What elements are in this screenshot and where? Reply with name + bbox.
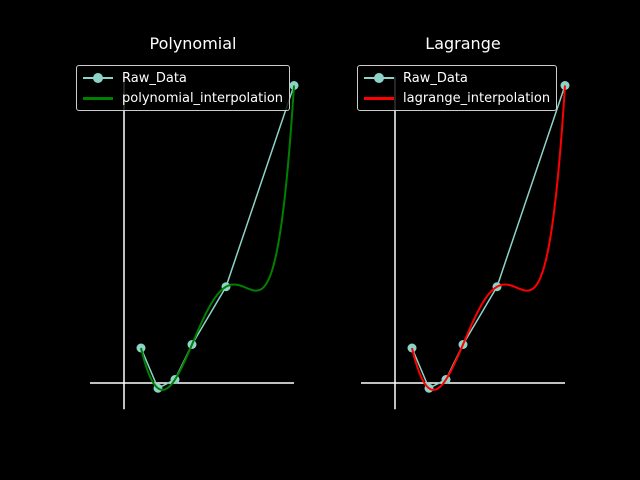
title-lagrange: Lagrange bbox=[425, 34, 501, 53]
legend-label-raw-data-2: Raw_Data bbox=[403, 70, 468, 86]
raw-data-line-0 bbox=[140, 85, 295, 390]
interpolation-curve-0 bbox=[140, 85, 295, 391]
legend-swatch-raw-data-2 bbox=[364, 72, 394, 84]
legend-swatch-lagrange-interpolation bbox=[364, 92, 394, 104]
legend-label-polynomial-interpolation: polynomial_interpolation bbox=[122, 90, 284, 106]
title-polynomial: Polynomial bbox=[149, 34, 237, 53]
legend-label-raw-data: Raw_Data bbox=[122, 70, 187, 86]
legend-swatch-polynomial-interpolation bbox=[83, 92, 113, 104]
legend-label-lagrange-interpolation: lagrange_interpolation bbox=[403, 90, 551, 106]
legend-polynomial: Raw_Data polynomial_interpolation bbox=[76, 65, 291, 111]
interpolation-curve-1 bbox=[411, 85, 566, 391]
legend-lagrange: Raw_Data lagrange_interpolation bbox=[357, 65, 558, 111]
legend-entry-raw-data-2: Raw_Data bbox=[364, 68, 550, 88]
legend-entry-polynomial-interpolation: polynomial_interpolation bbox=[83, 88, 283, 108]
legend-entry-raw-data: Raw_Data bbox=[83, 68, 283, 88]
legend-swatch-raw-data bbox=[83, 72, 113, 84]
raw-data-line-1 bbox=[411, 85, 566, 390]
legend-entry-lagrange-interpolation: lagrange_interpolation bbox=[364, 88, 550, 108]
